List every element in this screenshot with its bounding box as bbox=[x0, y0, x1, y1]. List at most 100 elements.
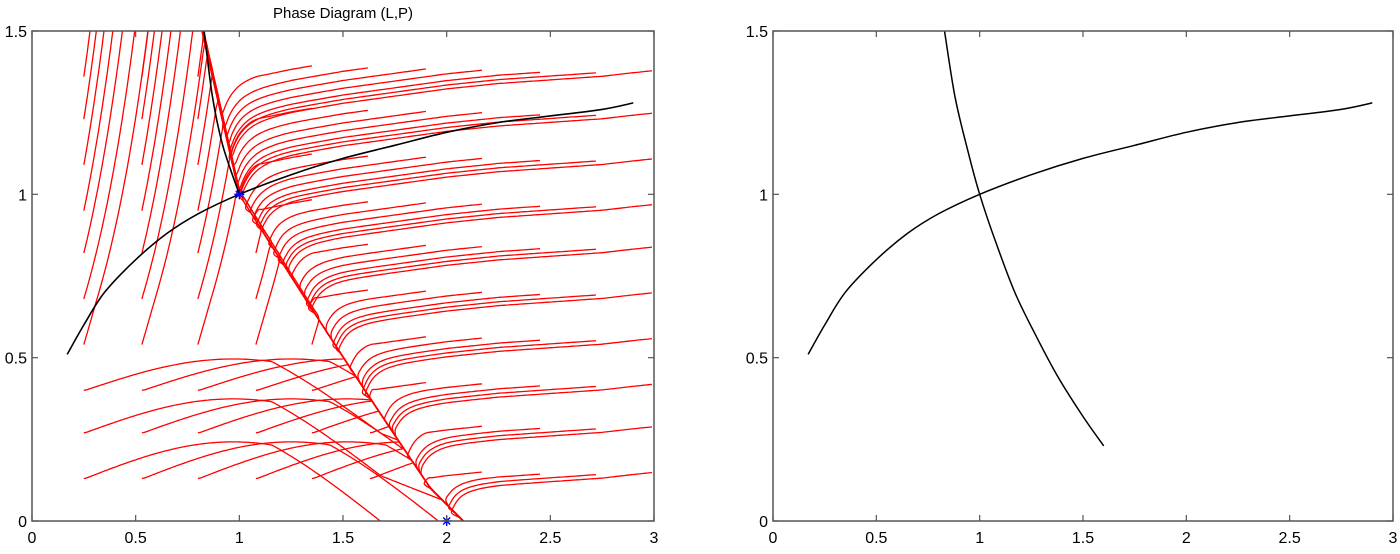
trajectory-line bbox=[285, 206, 596, 521]
decreasing-nullcline-line bbox=[943, 31, 1105, 447]
y-tick-label: 1 bbox=[18, 187, 27, 204]
trajectory-line bbox=[369, 462, 414, 480]
trajectory-line bbox=[307, 289, 465, 521]
trajectory-line bbox=[255, 441, 399, 480]
trajectory-line bbox=[448, 474, 596, 521]
nullcline-lines bbox=[66, 31, 634, 355]
trajectory-line bbox=[282, 205, 541, 521]
y-tick-label: 1.5 bbox=[746, 24, 768, 41]
trajectory-line bbox=[391, 385, 596, 521]
trajectory-line bbox=[201, 31, 652, 158]
trajectory-line bbox=[311, 246, 652, 521]
trajectory-line bbox=[332, 293, 541, 521]
trajectory-line bbox=[83, 441, 381, 521]
x-tick-label: 2 bbox=[442, 530, 451, 547]
trajectory-line bbox=[445, 473, 541, 521]
trajectory-line bbox=[201, 31, 312, 195]
increasing-nullcline-line bbox=[807, 102, 1373, 355]
trajectory-line bbox=[268, 201, 464, 521]
x-tick-label: 0.5 bbox=[865, 530, 887, 547]
y-tick-label: 0.5 bbox=[5, 351, 27, 368]
trajectory-line bbox=[420, 426, 652, 521]
x-tick-label: 1 bbox=[235, 530, 244, 547]
trajectory-lines bbox=[83, 31, 652, 521]
trajectory-line bbox=[201, 31, 368, 166]
trajectory-line bbox=[303, 245, 482, 521]
equilibrium-1-marker bbox=[234, 189, 245, 200]
trajectory-line bbox=[255, 363, 349, 391]
trajectory-line bbox=[338, 292, 652, 521]
nullcline-axes: 0 0.5 1 1.5 2 2.5 3 0 0.5 1 1.5 bbox=[746, 24, 1398, 547]
trajectory-line bbox=[369, 425, 389, 434]
trajectory-line bbox=[141, 31, 149, 77]
trajectory-line bbox=[311, 448, 403, 480]
trajectory-line bbox=[197, 358, 344, 391]
x-tick-label: 0.5 bbox=[125, 530, 147, 547]
trajectory-line bbox=[83, 31, 91, 77]
y-tick-label: 0 bbox=[759, 514, 768, 531]
trajectory-line bbox=[330, 291, 482, 521]
axes-frame: 0 0.5 1 1.5 2 2.5 3 0 0.5 1 1.5 bbox=[5, 24, 659, 547]
x-tick-label: 2.5 bbox=[1279, 530, 1301, 547]
x-tick-label: 3 bbox=[1389, 530, 1398, 547]
trajectory-line bbox=[335, 294, 596, 521]
trajectory-line bbox=[141, 441, 439, 521]
trajectory-line bbox=[141, 31, 194, 300]
y-tick-label: 1 bbox=[759, 187, 768, 204]
trajectory-line bbox=[407, 425, 482, 521]
x-tick-label: 0 bbox=[28, 530, 37, 547]
x-tick-label: 2 bbox=[1182, 530, 1191, 547]
x-tick-label: 1.5 bbox=[1072, 530, 1094, 547]
y-tick-label: 1.5 bbox=[5, 24, 27, 41]
trajectory-line bbox=[308, 248, 596, 521]
trajectory-line bbox=[288, 204, 652, 521]
trajectory-line bbox=[83, 31, 136, 300]
nullcline-lines bbox=[807, 31, 1373, 447]
trajectory-line bbox=[83, 358, 398, 441]
trajectory-line bbox=[450, 471, 652, 521]
trajectory-line bbox=[197, 398, 372, 434]
increasing-nullcline-line bbox=[66, 102, 634, 355]
trajectory-line bbox=[244, 155, 465, 521]
axes-box bbox=[772, 30, 1394, 522]
trajectory-line bbox=[299, 244, 465, 521]
trajectory-line bbox=[251, 199, 464, 521]
trajectory-line bbox=[305, 248, 541, 521]
trajectory-line bbox=[197, 31, 232, 300]
trajectory-line bbox=[311, 376, 356, 391]
trajectory-line bbox=[201, 31, 426, 176]
stable-manifold-line bbox=[203, 31, 241, 195]
trajectory-line bbox=[83, 31, 105, 166]
trajectory-line bbox=[201, 31, 426, 138]
trajectory-line bbox=[311, 410, 379, 434]
y-tick-label: 0 bbox=[18, 514, 27, 531]
trajectory-line bbox=[83, 31, 97, 120]
axes-frame: 0 0.5 1 1.5 2 2.5 3 0 0.5 1 1.5 bbox=[746, 24, 1398, 547]
trajectory-line bbox=[141, 398, 404, 450]
x-tick-label: 1.5 bbox=[332, 530, 354, 547]
trajectory-line bbox=[141, 31, 206, 345]
x-tick-label: 1 bbox=[975, 530, 984, 547]
x-tick-label: 2.5 bbox=[539, 530, 561, 547]
trajectory-line bbox=[291, 243, 465, 521]
phase-diagram-title: Phase Diagram (L,P) bbox=[273, 5, 413, 22]
x-tick-label: 0 bbox=[769, 530, 778, 547]
trajectory-line bbox=[241, 112, 652, 521]
trajectory-line bbox=[239, 114, 597, 521]
phase-diagram-axes: Phase Diagram (L,P) 0 0.5 1 1.5 2 2.5 3 0 0.5 1 1.… bbox=[5, 5, 659, 547]
x-tick-label: 3 bbox=[650, 530, 659, 547]
trajectory-line bbox=[255, 400, 372, 434]
trajectory-line bbox=[141, 31, 172, 211]
trajectory-line bbox=[141, 31, 182, 254]
trajectory-line bbox=[141, 31, 156, 120]
trajectory-line bbox=[254, 157, 482, 521]
trajectory-line bbox=[83, 31, 114, 211]
trajectory-line bbox=[83, 398, 441, 501]
trajectory-line bbox=[83, 31, 124, 254]
trajectory-line bbox=[141, 31, 163, 166]
trajectory-line bbox=[201, 31, 596, 159]
trajectory-line bbox=[197, 441, 412, 480]
y-tick-label: 0.5 bbox=[746, 351, 768, 368]
